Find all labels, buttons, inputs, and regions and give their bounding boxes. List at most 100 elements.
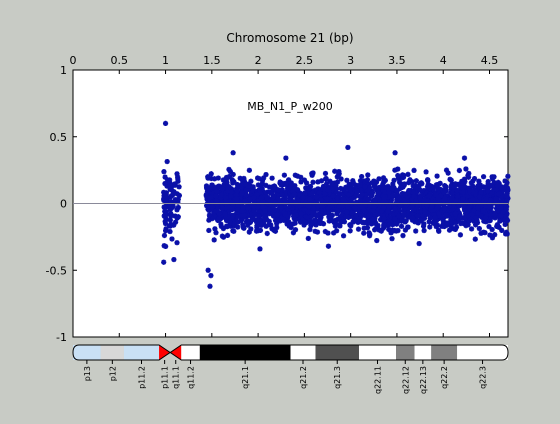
data-point: [259, 204, 266, 211]
data-point: [309, 171, 315, 177]
data-point: [233, 217, 239, 223]
data-point: [315, 218, 322, 224]
data-point: [405, 171, 411, 178]
data-point: [406, 188, 412, 195]
data-point: [269, 175, 275, 181]
data-point: [331, 230, 337, 236]
data-point: [457, 183, 463, 189]
data-point: [258, 195, 265, 201]
data-point: [287, 185, 293, 191]
data-point: [175, 214, 181, 220]
data-point: [402, 219, 408, 225]
data-point: [472, 187, 478, 193]
data-point: [463, 166, 469, 172]
data-point: [443, 167, 450, 173]
ideogram-band-label: q22.12: [401, 366, 410, 394]
data-point: [329, 181, 335, 187]
data-point: [459, 187, 465, 193]
data-point: [344, 177, 350, 183]
ideogram-band: [123, 345, 160, 360]
data-point: [266, 218, 272, 225]
data-point: [168, 222, 174, 228]
data-point: [349, 213, 355, 220]
data-point: [266, 211, 273, 217]
data-point: [176, 184, 182, 190]
data-point: [164, 195, 170, 201]
data-point: [471, 218, 477, 225]
data-point: [357, 178, 363, 184]
data-point: [427, 224, 433, 230]
ideogram-band: [431, 345, 458, 360]
x-tick-label: 0.5: [111, 54, 129, 67]
data-point: [167, 194, 173, 200]
data-point: [407, 177, 413, 183]
data-point: [358, 185, 364, 191]
data-point: [385, 202, 391, 208]
data-point: [500, 198, 507, 205]
data-point: [503, 206, 509, 213]
data-point: [258, 222, 264, 228]
data-point: [421, 188, 427, 194]
data-point: [427, 215, 433, 221]
data-point: [466, 218, 472, 224]
data-point: [345, 144, 351, 151]
data-point: [219, 186, 225, 192]
data-point: [480, 208, 487, 214]
data-point: [251, 207, 257, 213]
data-point: [205, 188, 211, 194]
data-point: [351, 207, 357, 213]
data-point: [390, 222, 396, 228]
data-point: [337, 216, 343, 222]
data-point: [456, 217, 462, 223]
data-point: [256, 208, 262, 214]
data-point: [161, 232, 168, 239]
data-point: [362, 202, 368, 208]
data-point: [168, 213, 174, 219]
data-point: [227, 220, 233, 226]
data-point: [313, 194, 320, 200]
data-point: [382, 189, 388, 195]
data-point: [347, 191, 353, 197]
data-point: [315, 211, 321, 217]
data-point: [319, 187, 325, 193]
data-point: [287, 203, 293, 209]
data-point: [249, 190, 255, 196]
data-point: [443, 212, 449, 218]
data-point: [385, 208, 391, 215]
data-point: [303, 185, 309, 191]
data-point: [226, 208, 232, 214]
data-point: [387, 193, 393, 199]
data-point: [230, 171, 236, 178]
data-point: [205, 200, 212, 206]
data-point: [229, 206, 235, 213]
data-point: [405, 209, 411, 215]
data-point: [292, 220, 298, 226]
data-point: [468, 180, 474, 186]
data-point: [235, 184, 241, 190]
data-point: [369, 220, 375, 226]
data-point: [230, 212, 236, 218]
y-tick-label: -1: [56, 331, 67, 344]
data-point: [435, 195, 441, 201]
data-point: [297, 219, 304, 225]
data-point: [274, 221, 280, 227]
data-point: [502, 178, 508, 184]
data-point: [292, 186, 298, 193]
data-point: [169, 192, 175, 199]
data-point: [434, 205, 441, 211]
data-point: [457, 200, 463, 206]
data-point: [503, 231, 509, 237]
data-point: [468, 197, 474, 204]
data-point: [224, 176, 230, 182]
data-point: [213, 193, 219, 199]
data-point: [222, 205, 229, 211]
data-point: [418, 217, 424, 224]
data-point: [218, 200, 224, 206]
data-point: [334, 208, 341, 214]
data-point: [161, 259, 167, 265]
data-point: [425, 198, 431, 204]
data-point: [462, 192, 468, 198]
data-point: [280, 208, 286, 214]
data-point: [218, 221, 224, 227]
data-point: [163, 190, 170, 196]
